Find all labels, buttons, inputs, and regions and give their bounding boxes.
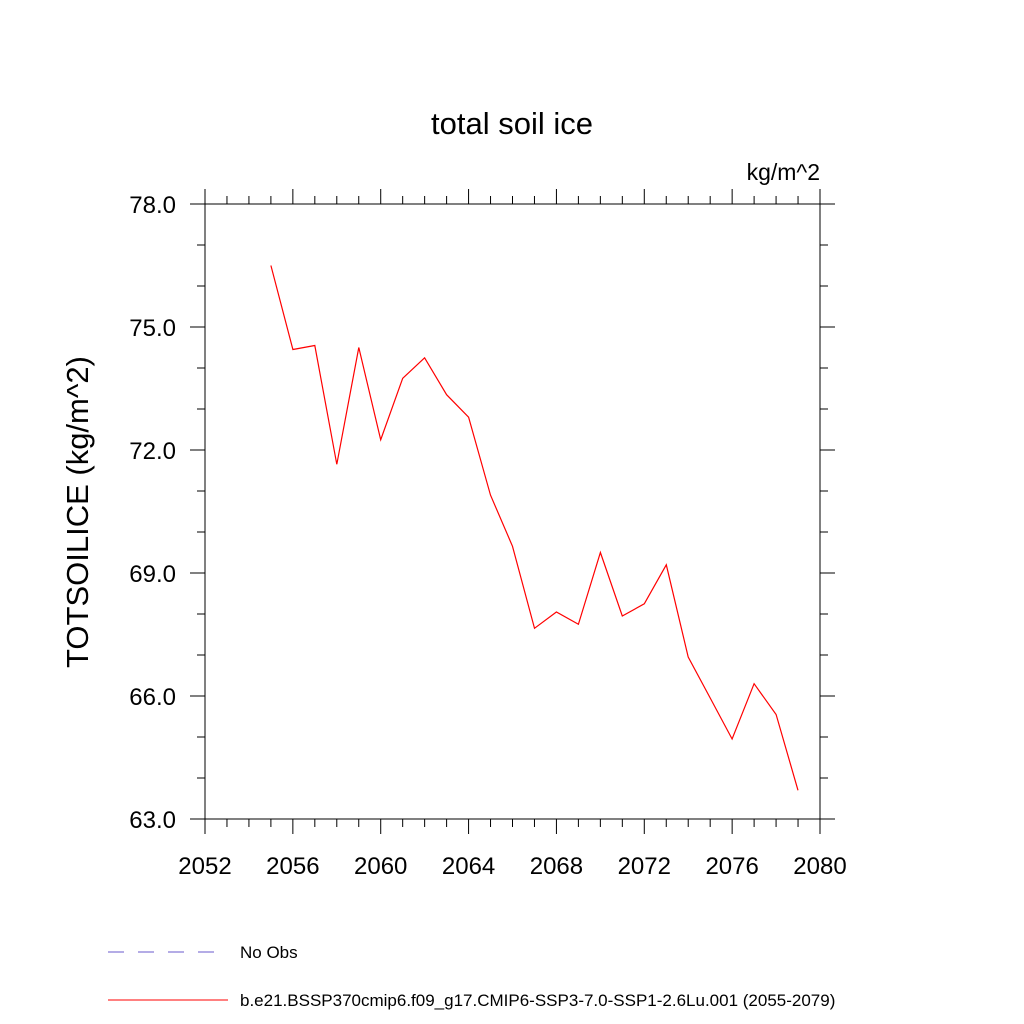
series-line [270,265,799,791]
y-tick-label: 75.0 [129,315,176,342]
x-tick-label: 2052 [178,853,231,880]
y-tick-label: 69.0 [129,561,176,588]
y-tick-label: 66.0 [129,684,176,711]
y-tick-label: 63.0 [129,807,176,834]
x-tick-label: 2072 [618,853,671,880]
legend: No Obs b.e21.BSSP370cmip6.f09_g17.CMIP6-S… [108,943,835,1010]
axis-tick-labels: 2052 2056 2060 2064 2068 2072 2076 2080 63.0 66.0… [129,192,846,880]
x-tick-label: 2056 [266,853,319,880]
y-tick-label: 72.0 [129,438,176,465]
plot-frame [204,203,821,820]
chart-title: total soil ice [431,106,593,141]
legend-label: b.e21.BSSP370cmip6.f09_g17.CMIP6-SSP3-7.… [240,991,835,1010]
y-axis-label: TOTSOILICE (kg/m^2) [60,356,95,668]
y-tick-label: 78.0 [129,192,176,219]
units-label: kg/m^2 [747,159,820,185]
x-tick-label: 2076 [705,853,758,880]
x-tick-label: 2080 [793,853,846,880]
x-tick-label: 2064 [442,853,495,880]
x-tick-label: 2060 [354,853,407,880]
axis-ticks [190,189,835,834]
legend-label: No Obs [240,943,298,962]
series-layer [270,265,799,791]
x-tick-label: 2068 [530,853,583,880]
